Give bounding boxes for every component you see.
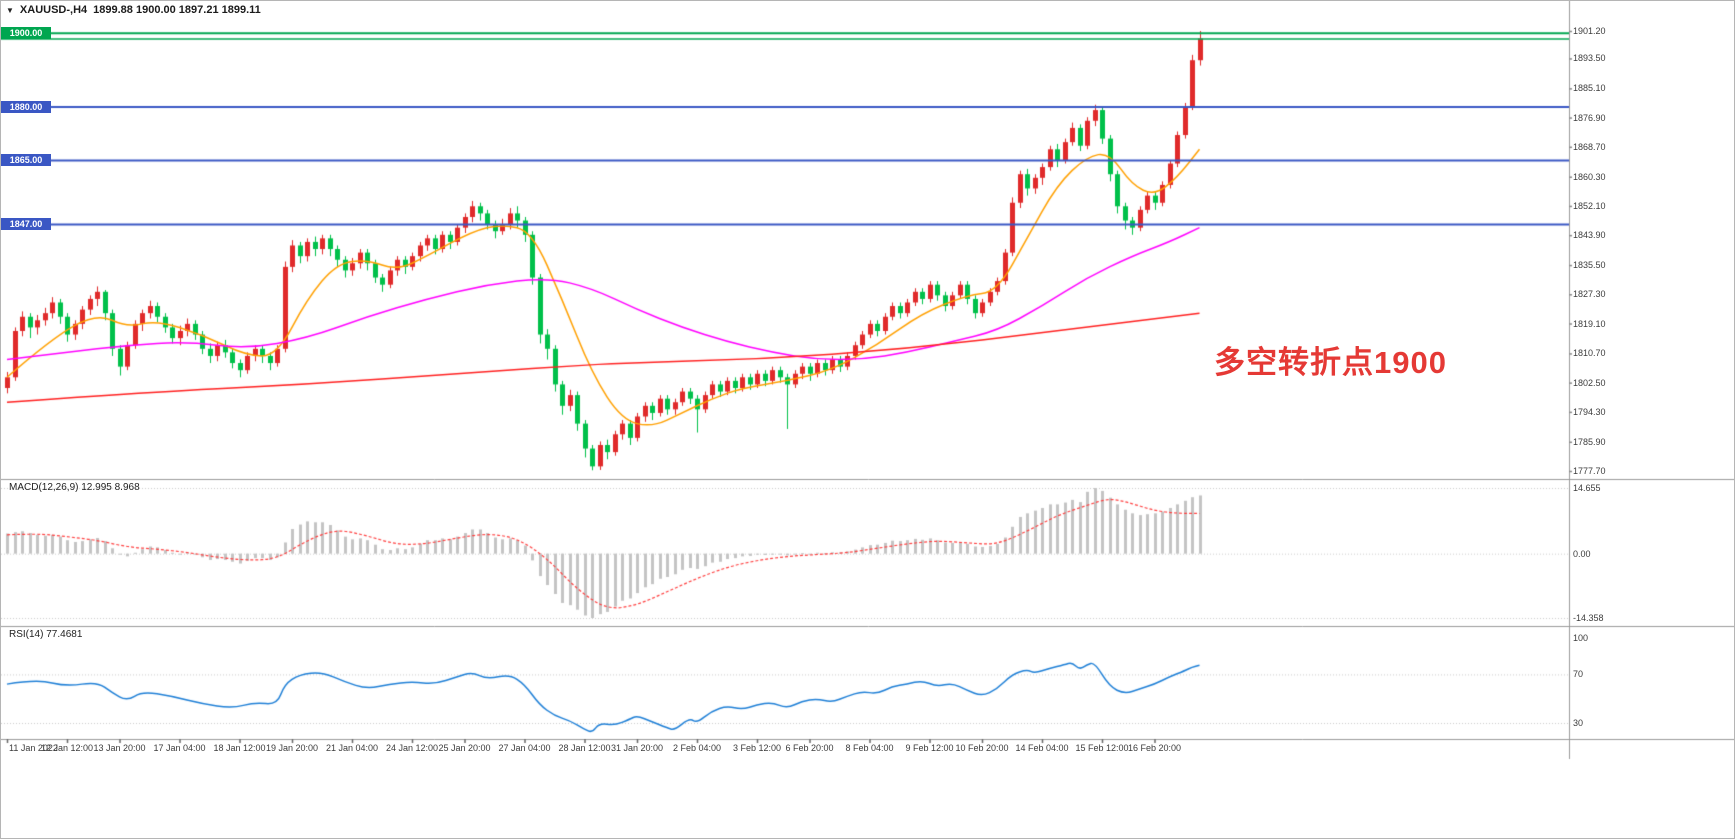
collapse-chart-icon[interactable]: ▼ [6,5,14,15]
price-axis-label: 1819.10 [1573,318,1606,329]
time-axis-label: 2 Feb 04:00 [672,743,722,753]
price-axis-label: 1827.30 [1573,289,1606,300]
time-axis-label: 8 Feb 04:00 [845,743,894,753]
time-axis-label: 18 Jan 12:00 [213,743,266,753]
time-axis-label: 24 Jan 12:00 [385,743,439,753]
time-axis-label: 13 Jan 20:00 [93,743,146,753]
rsi-indicator-label: RSI(14) 77.4681 [9,629,83,640]
price-level-badge: 1865.00 [1,153,51,166]
rsi-axis-label: 100 [1573,633,1589,643]
time-axis-label: 10 Feb 20:00 [955,743,1009,753]
time-axis-label: 15 Feb 12:00 [1075,743,1129,753]
price-axis-label: 1876.90 [1573,112,1606,123]
ohlc-values: 1899.88 1900.00 1897.21 1899.11 [93,4,261,16]
time-axis-label: 17 Jan 04:00 [153,743,206,753]
price-level-badge: 1847.00 [1,218,51,231]
time-axis-label: 16 Feb 20:00 [1127,743,1182,753]
rsi-axis-label: 70 [1573,669,1584,680]
time-axis-label: 9 Feb 12:00 [905,743,954,753]
price-axis-label: 1802.50 [1573,377,1606,388]
time-axis-label: 6 Feb 20:00 [785,743,834,753]
price-axis-label: 1785.90 [1573,436,1606,447]
price-axis-label: 1860.30 [1573,171,1606,182]
time-axis-label: 12 Jan 12:00 [40,743,94,753]
symbol-timeframe-label: XAUUSD-,H4 [19,4,88,16]
price-axis-label: 1810.70 [1573,348,1606,359]
price-level-badge: 1880.00 [1,100,51,113]
time-axis-label: 11 Jan 2022 [9,743,58,753]
macd-indicator-label: MACD(12,26,9) 12.995 8.968 [9,482,140,493]
macd-axis-label: 0.00 [1573,548,1591,559]
time-axis-label: 27 Jan 04:00 [498,743,551,753]
price-axis-label: 1868.70 [1573,141,1606,152]
macd-axis-label: -14.358 [1573,613,1604,623]
price-axis-label: 1777.70 [1573,466,1606,476]
price-axis-label: 1885.10 [1573,83,1606,94]
time-axis-label: 3 Feb 12:00 [732,743,782,753]
ohlc-header: ▼ XAUUSD-,H4 1899.88 1900.00 1897.21 189… [6,4,261,16]
chart-annotation-text[interactable]: 多空转折点1900 [1214,345,1447,380]
price-axis-label: 1901.20 [1573,26,1606,36]
price-axis-label: 1835.50 [1573,260,1606,271]
time-axis-label: 21 Jan 04:00 [325,743,379,753]
price-axis-label: 1852.10 [1573,200,1606,211]
rsi-axis-label: 30 [1573,717,1584,728]
time-axis-label: 14 Feb 04:00 [1015,743,1069,753]
time-axis-label: 25 Jan 20:00 [438,743,491,753]
price-axis-label: 1843.90 [1573,230,1606,241]
price-axis-label: 1794.30 [1573,406,1606,417]
price-axis-label: 1893.50 [1573,53,1606,64]
macd-axis-label: 14.655 [1573,483,1601,493]
time-axis-label: 28 Jan 12:00 [558,743,611,753]
time-axis-label: 19 Jan 20:00 [265,743,319,753]
time-axis-label: 31 Jan 20:00 [610,743,664,753]
price-level-badge: 1900.00 [1,26,51,39]
